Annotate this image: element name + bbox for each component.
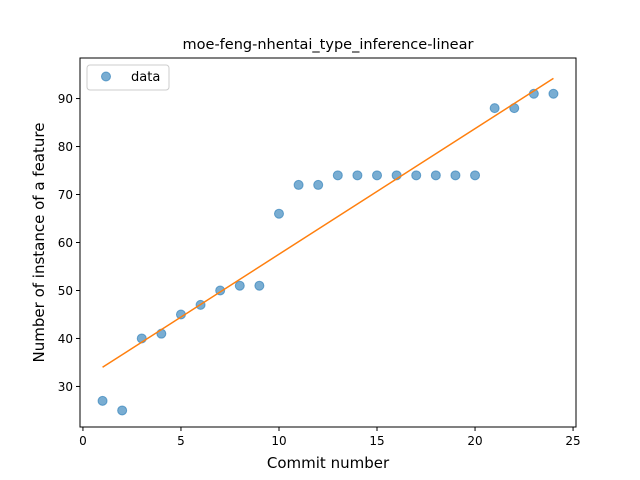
data-point — [117, 405, 128, 416]
data-point — [372, 170, 383, 181]
y-tick-label: 90 — [58, 92, 73, 106]
y-tick-label: 50 — [58, 284, 73, 298]
x-tick-label: 5 — [177, 434, 185, 448]
y-tick-label: 60 — [58, 236, 73, 250]
legend-label-data: data — [131, 70, 160, 85]
data-point — [430, 170, 441, 181]
fit-line — [102, 77, 554, 368]
data-point — [352, 170, 363, 181]
data-point — [313, 179, 324, 190]
x-axis-label: Commit number — [267, 454, 390, 472]
data-point — [254, 280, 265, 291]
data-point — [293, 179, 304, 190]
data-point — [156, 328, 167, 339]
x-tick-label: 10 — [271, 434, 286, 448]
y-tick-label: 80 — [58, 140, 73, 154]
data-point — [97, 395, 108, 406]
data-point — [273, 208, 284, 219]
plot-area — [97, 77, 559, 416]
chart-title: moe-feng-nhentai_type_inference-linear — [183, 37, 474, 53]
data-point — [234, 280, 245, 291]
axis-ticks: 0 5 10 15 20 25 30 40 50 60 70 80 90 — [58, 92, 581, 448]
x-tick-label: 0 — [79, 434, 87, 448]
legend-box — [86, 64, 170, 91]
data-point — [470, 170, 481, 181]
x-tick-label: 25 — [565, 434, 580, 448]
data-point — [489, 103, 500, 114]
data-point — [332, 170, 343, 181]
y-tick-label: 30 — [58, 380, 73, 394]
legend-marker-data — [101, 71, 111, 82]
legend: data — [86, 64, 170, 91]
x-tick-label: 20 — [467, 434, 482, 448]
x-tick-label: 15 — [369, 434, 384, 448]
y-tick-label: 70 — [58, 188, 73, 202]
y-axis-label: Number of instance of a feature — [30, 123, 48, 363]
data-point — [548, 88, 559, 99]
data-point — [411, 170, 422, 181]
data-point — [450, 170, 461, 181]
y-tick-label: 40 — [58, 332, 73, 346]
